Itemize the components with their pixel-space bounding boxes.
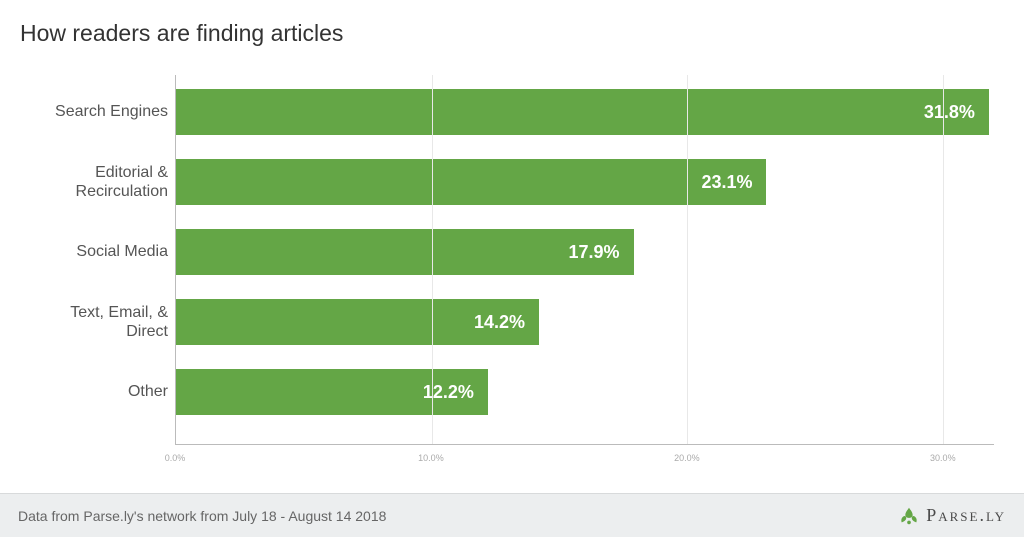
- x-tick-label: 30.0%: [930, 453, 956, 463]
- x-tick-label: 20.0%: [674, 453, 700, 463]
- gridline: [432, 75, 433, 444]
- category-label: Editorial &Recirculation: [20, 159, 168, 205]
- parsely-leaf-icon: [898, 505, 920, 527]
- gridline: [943, 75, 944, 444]
- bar-row: 12.2%: [176, 369, 488, 415]
- bar-row: 14.2%: [176, 299, 539, 345]
- category-label: Search Engines: [20, 89, 168, 135]
- x-axis-ticks: 0.0%10.0%20.0%30.0%: [175, 447, 994, 475]
- chart-plot: 31.8% 23.1% 17.9% 14.2% 12.2%: [175, 75, 994, 445]
- bar-row: 17.9%: [176, 229, 634, 275]
- bar-row: 23.1%: [176, 159, 766, 205]
- bar: 31.8%: [176, 89, 989, 135]
- footer-source-text: Data from Parse.ly's network from July 1…: [18, 508, 386, 524]
- x-tick-label: 0.0%: [165, 453, 186, 463]
- category-label: Social Media: [20, 229, 168, 275]
- bar-row: 31.8%: [176, 89, 989, 135]
- chart-title: How readers are finding articles: [20, 20, 1004, 47]
- brand-logo: Parse.ly: [898, 505, 1006, 527]
- footer-bar: Data from Parse.ly's network from July 1…: [0, 493, 1024, 537]
- y-axis-labels: Search Engines Editorial &Recirculation So…: [20, 75, 168, 445]
- category-label: Other: [20, 369, 168, 415]
- chart-area: Search Engines Editorial &Recirculation So…: [20, 75, 1004, 475]
- gridline: [687, 75, 688, 444]
- bar: 12.2%: [176, 369, 488, 415]
- bar: 17.9%: [176, 229, 634, 275]
- x-tick-label: 10.0%: [418, 453, 444, 463]
- bars-group: 31.8% 23.1% 17.9% 14.2% 12.2%: [176, 75, 994, 444]
- brand-name: Parse.ly: [926, 505, 1006, 526]
- bar: 14.2%: [176, 299, 539, 345]
- chart-container: How readers are finding articles Search …: [0, 0, 1024, 475]
- bar: 23.1%: [176, 159, 766, 205]
- category-label: Text, Email, &Direct: [20, 299, 168, 345]
